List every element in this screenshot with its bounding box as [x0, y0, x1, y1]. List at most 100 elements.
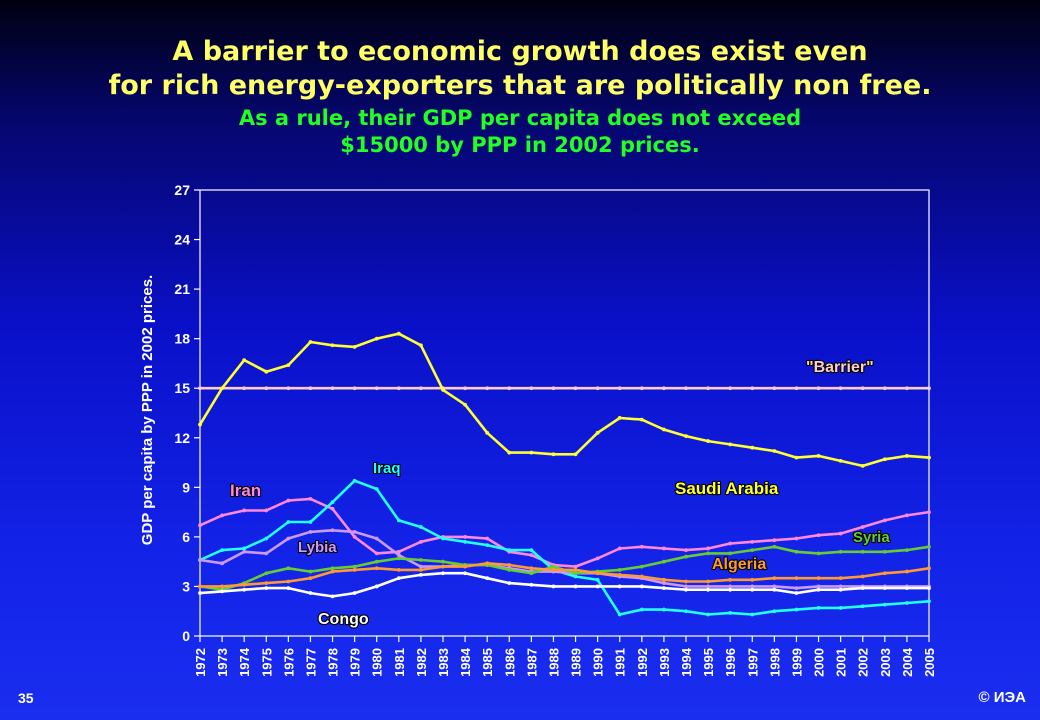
data-point — [728, 587, 733, 592]
x-tick-label: 1986 — [502, 648, 517, 677]
data-point — [396, 568, 401, 572]
data-point — [860, 574, 865, 579]
data-point — [463, 386, 467, 391]
y-tick-label: 15 — [174, 380, 190, 396]
data-point — [529, 566, 534, 571]
x-tick-label: 1981 — [392, 648, 407, 677]
subtitle-line-1: As a rule, their GDP per capita does not… — [238, 106, 802, 130]
data-point — [860, 463, 865, 468]
x-tick-label: 1975 — [259, 648, 274, 677]
data-point — [662, 607, 666, 612]
data-point — [419, 568, 423, 572]
data-point — [463, 534, 467, 539]
data-point — [684, 584, 688, 589]
data-point — [750, 587, 755, 592]
data-point — [573, 571, 578, 576]
x-tick-label: 2004 — [900, 647, 915, 677]
data-point — [882, 457, 887, 462]
data-point — [419, 386, 423, 391]
data-point — [573, 564, 578, 569]
x-tick-label: 1996 — [723, 648, 738, 677]
data-point — [728, 551, 733, 556]
label-iran: Iran — [230, 481, 261, 500]
data-point — [242, 587, 247, 592]
data-point — [573, 584, 578, 589]
data-point — [529, 571, 534, 576]
label-barrier: "Barrier" — [806, 359, 874, 376]
lybia-line — [198, 528, 931, 590]
data-point — [242, 508, 247, 513]
data-point — [242, 386, 247, 391]
data-point — [639, 574, 644, 579]
data-point — [485, 430, 490, 435]
data-point — [529, 450, 534, 455]
x-tick-label: 2003 — [878, 648, 893, 677]
y-tick-label: 12 — [174, 430, 190, 446]
data-point — [529, 553, 534, 557]
data-point — [551, 452, 556, 457]
data-point — [838, 549, 843, 554]
data-point — [507, 568, 512, 572]
x-tick-label: 1979 — [348, 648, 363, 677]
data-point — [662, 577, 666, 582]
data-point — [662, 586, 666, 590]
data-point — [617, 546, 622, 551]
data-point — [728, 610, 733, 615]
label-syria: Syria — [853, 529, 890, 546]
data-point — [595, 584, 600, 589]
algeria-line — [198, 561, 931, 588]
data-point — [595, 571, 600, 576]
x-tick-label: 1976 — [281, 648, 296, 677]
iran-line — [198, 497, 931, 568]
data-point — [639, 584, 644, 589]
data-point — [905, 513, 909, 518]
x-tick-label: 1984 — [458, 647, 473, 677]
x-tick-label: 2000 — [812, 648, 827, 677]
data-point — [617, 386, 622, 391]
x-tick-label: 1991 — [613, 648, 628, 677]
data-point — [198, 386, 202, 391]
data-point — [242, 546, 247, 551]
data-point — [396, 386, 401, 391]
data-point — [198, 422, 202, 427]
data-point — [728, 541, 733, 546]
data-point — [860, 525, 865, 529]
data-point — [352, 591, 357, 595]
data-point — [264, 586, 269, 590]
data-point — [816, 587, 821, 592]
data-point — [728, 577, 733, 582]
data-point — [396, 556, 401, 561]
data-point — [374, 584, 379, 589]
data-point — [286, 566, 291, 571]
data-point — [419, 558, 423, 562]
y-axis-title: GDP per capita by PPP in 2002 prices. — [139, 275, 156, 545]
data-point — [905, 601, 909, 605]
data-point — [905, 454, 909, 458]
data-point — [684, 554, 688, 559]
plot-frame — [199, 189, 930, 637]
data-point — [684, 609, 688, 614]
data-point — [684, 579, 688, 584]
data-point — [264, 581, 269, 586]
data-point — [441, 564, 445, 569]
data-point — [794, 536, 799, 541]
data-point — [419, 539, 423, 544]
data-point — [286, 363, 291, 367]
series-labels: "Barrier" Saudi Arabia Iran Iraq Lybia Syria A… — [229, 358, 892, 629]
x-tick-label: 1973 — [215, 648, 230, 677]
data-point — [198, 558, 202, 562]
data-point — [242, 549, 247, 554]
data-point — [264, 508, 269, 513]
data-point — [750, 612, 755, 617]
data-point — [595, 556, 600, 561]
y-tick-label: 27 — [174, 182, 190, 198]
data-point — [595, 577, 600, 582]
x-tick-label: 1982 — [414, 648, 429, 677]
data-point — [706, 584, 710, 589]
x-tick-label: 2001 — [834, 648, 849, 677]
data-point — [220, 548, 224, 553]
data-point — [639, 564, 644, 569]
slide-number: 35 — [18, 690, 34, 706]
data-point — [639, 607, 644, 612]
data-point — [794, 455, 799, 460]
